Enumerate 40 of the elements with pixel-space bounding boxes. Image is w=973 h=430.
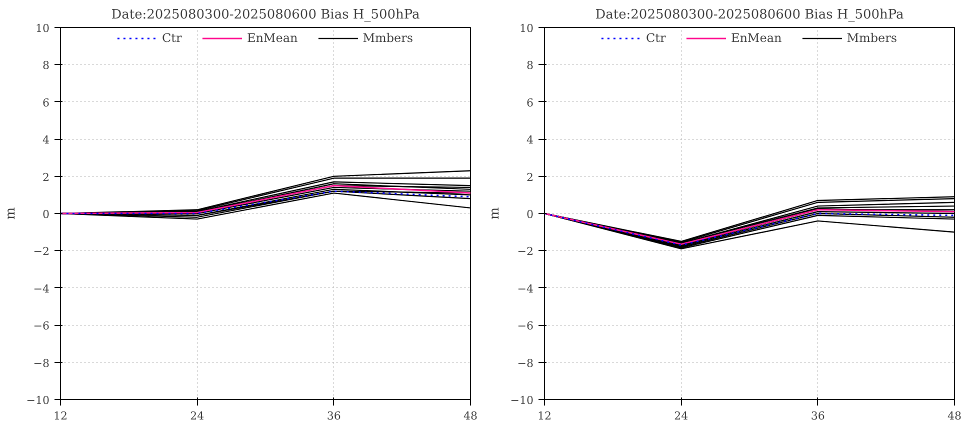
y-tick-label: −6 bbox=[517, 320, 534, 333]
y-tick-label: −6 bbox=[33, 320, 50, 333]
y-tick-label: −2 bbox=[517, 245, 534, 258]
x-tick-label: 24 bbox=[190, 410, 204, 422]
y-tick-label: −8 bbox=[33, 356, 50, 370]
x-tick-label: 24 bbox=[674, 410, 688, 422]
y-tick-label: −2 bbox=[33, 245, 50, 258]
y-tick-label: −4 bbox=[33, 282, 50, 296]
legend-label: Mmbers bbox=[846, 31, 898, 45]
x-tick-label: 12 bbox=[54, 410, 68, 422]
y-tick-label: 10 bbox=[520, 22, 534, 35]
legend-label: Mmbers bbox=[362, 31, 414, 45]
y-tick-label: 6 bbox=[42, 96, 50, 110]
x-tick-label: 36 bbox=[810, 410, 825, 422]
y-tick-label: 0 bbox=[42, 208, 50, 221]
y-tick-label: 8 bbox=[526, 59, 534, 72]
y-tick-label: 0 bbox=[526, 208, 534, 221]
y-tick-label: 8 bbox=[42, 59, 50, 72]
chart-title: Date:2025080300-2025080600 Bias H_500hPa bbox=[111, 8, 420, 22]
y-tick-label: −10 bbox=[510, 394, 534, 407]
x-tick-label: 36 bbox=[326, 410, 341, 422]
y-tick-label: 4 bbox=[526, 134, 534, 147]
y-tick-label: 2 bbox=[526, 170, 534, 184]
y-tick-label: −10 bbox=[26, 394, 50, 407]
y-tick-label: −8 bbox=[517, 356, 534, 370]
legend-label: Ctr bbox=[162, 31, 182, 45]
y-tick-label: −4 bbox=[517, 282, 534, 296]
y-axis-title: m bbox=[487, 207, 502, 220]
chart-title: Date:2025080300-2025080600 Bias H_500hPa bbox=[595, 8, 904, 22]
x-tick-label: 48 bbox=[464, 410, 478, 422]
y-tick-label: 10 bbox=[36, 22, 50, 35]
legend-label: EnMean bbox=[730, 31, 782, 45]
x-tick-label: 48 bbox=[948, 410, 962, 422]
legend-label: EnMean bbox=[246, 31, 298, 45]
legend-label: Ctr bbox=[646, 31, 666, 45]
y-tick-label: 4 bbox=[42, 134, 50, 147]
x-tick-label: 12 bbox=[538, 410, 552, 422]
y-tick-label: 6 bbox=[526, 96, 534, 110]
y-axis-title: m bbox=[3, 207, 18, 220]
y-tick-label: 2 bbox=[42, 170, 50, 184]
